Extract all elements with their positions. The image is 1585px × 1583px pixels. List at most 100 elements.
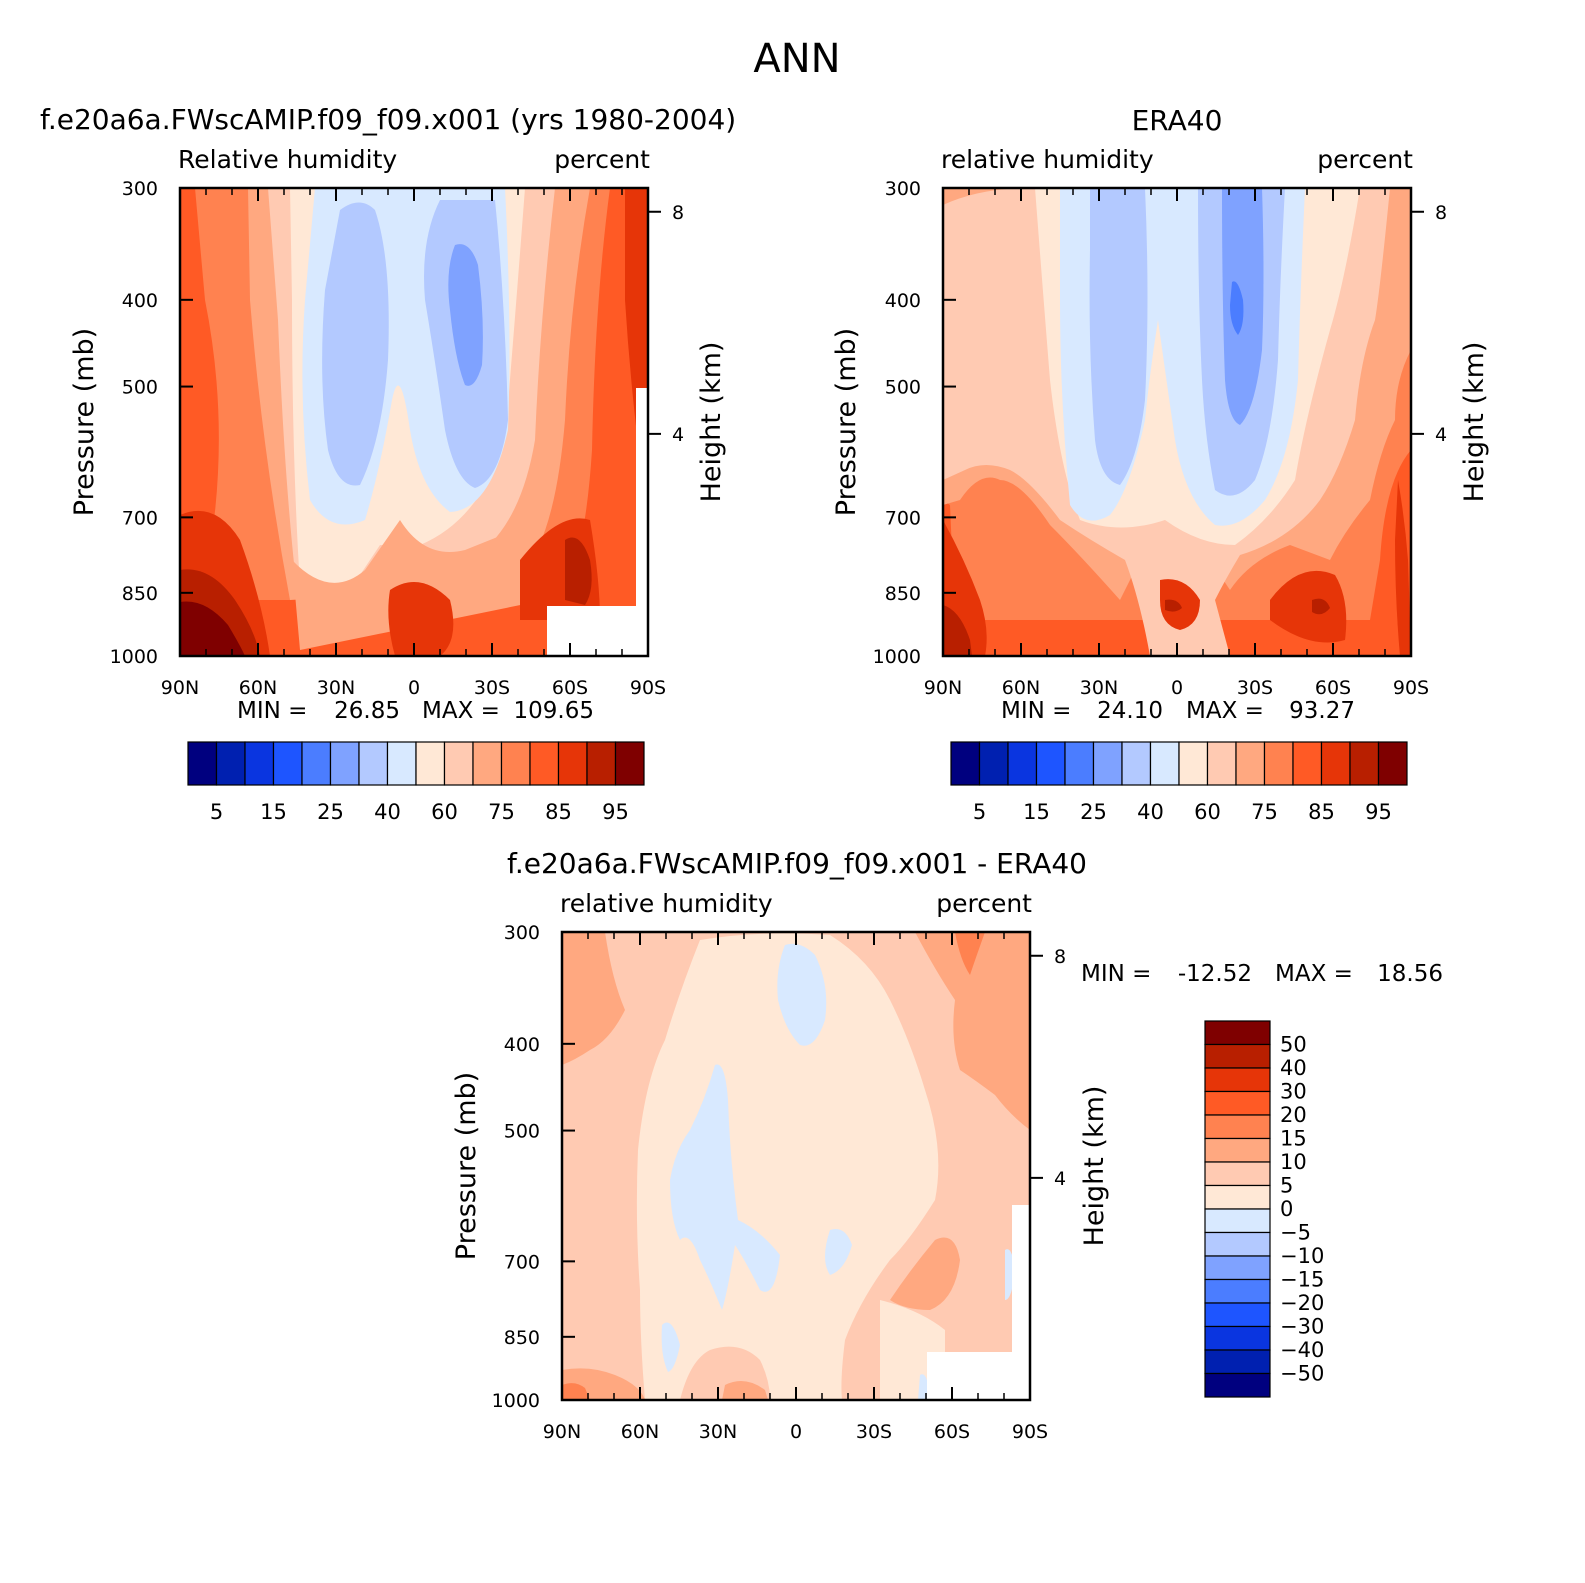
colorbar-swatch <box>1204 1278 1271 1304</box>
colorbar-swatch <box>1092 741 1123 786</box>
panel-difference-yticks: 300 400 500 700 850 1000 <box>492 922 575 1412</box>
colorbar-swatch <box>386 741 417 786</box>
colorbar-swatch <box>1204 1231 1271 1257</box>
colorbar-label: 15 <box>260 800 287 824</box>
contour-band-neg5-0a <box>777 943 827 1046</box>
colorbar-swatch <box>443 741 474 786</box>
colorbar-label: −20 <box>1280 1291 1324 1315</box>
panel-difference-min-label: MIN = <box>1081 961 1151 987</box>
contour-band-neg5-0b <box>670 1064 780 1310</box>
colorbar-swatch <box>1204 1255 1271 1281</box>
colorbar-swatch <box>1292 741 1323 786</box>
contour-band-10-15c <box>890 1237 960 1310</box>
x-tick-label: 90S <box>1393 677 1429 699</box>
panel-model-ylabel: Pressure (mb) <box>69 328 100 516</box>
x-tick-label: 60N <box>621 1421 659 1443</box>
missing-data-box-c1 <box>927 1352 1030 1400</box>
colorbar-swatch <box>557 741 588 786</box>
panel-model-max-label: MAX = <box>422 698 500 724</box>
colorbar-label: 50 <box>1280 1033 1307 1057</box>
contour-band-right-edge <box>1395 480 1411 656</box>
height-tick-label: 4 <box>672 424 684 446</box>
colorbar-label: −15 <box>1280 1268 1324 1292</box>
panel-difference-xticks: 90N 60N 30N 0 30S 60S 90S <box>543 932 1048 1443</box>
colorbar-swatch <box>1204 1325 1271 1351</box>
x-tick-label: 30N <box>1080 677 1118 699</box>
colorbar-swatch <box>1204 1137 1271 1163</box>
contour-band-40a <box>1089 188 1148 485</box>
panel-difference-max-label: MAX = <box>1275 961 1353 987</box>
y-tick-label: 300 <box>504 922 540 944</box>
panel-era40-yticks: 300 400 500 700 850 1000 <box>873 178 956 668</box>
y-tick-label: 700 <box>885 507 921 529</box>
y-tick-label: 1000 <box>492 1390 540 1412</box>
panel-era40: ERA40 relative humidity percent 90N 60N 30… <box>831 104 1490 824</box>
colorbar-label: 60 <box>431 800 458 824</box>
panel-model-title: f.e20a6a.FWscAMIP.f09_f09.x001 (yrs 1980… <box>40 103 736 136</box>
panel-model-ylabel-right: Height (km) <box>696 342 727 503</box>
contour-band-90b <box>388 582 454 656</box>
panel-difference-plot <box>562 932 1030 1400</box>
colorbar-swatch <box>215 741 246 786</box>
x-tick-label: 0 <box>408 677 420 699</box>
colorbar-swatch <box>358 741 389 786</box>
colorbar-swatch <box>1204 1349 1271 1375</box>
colorbar-label: −10 <box>1280 1244 1324 1268</box>
colorbar-label: 10 <box>1280 1150 1307 1174</box>
colorbar-swatch <box>1035 741 1066 786</box>
panel-era40-ylabel-right: Height (km) <box>1459 342 1490 503</box>
colorbar-label: −40 <box>1280 1338 1324 1362</box>
x-tick-label: 0 <box>1171 677 1183 699</box>
colorbar-label: 40 <box>374 800 401 824</box>
colorbar-swatch <box>1121 741 1152 786</box>
colorbar-swatch <box>1064 741 1095 786</box>
colorbar-label: −30 <box>1280 1315 1324 1339</box>
y-tick-label: 400 <box>504 1034 540 1056</box>
x-tick-label: 60S <box>934 1421 970 1443</box>
y-tick-label: 500 <box>504 1121 540 1143</box>
colorbar-label: 5 <box>210 800 223 824</box>
missing-data-box-a2 <box>636 388 648 606</box>
panel-era40-plot <box>943 188 1411 656</box>
colorbar-swatch <box>614 741 645 786</box>
figure-title: ANN <box>753 36 840 82</box>
panel-difference-subtitle-left: relative humidity <box>560 889 773 918</box>
panel-model: f.e20a6a.FWscAMIP.f09_f09.x001 (yrs 1980… <box>40 103 736 824</box>
panel-model-xticks: 90N 60N 30N 0 30S 60S 90S <box>161 188 666 699</box>
x-tick-label: 0 <box>790 1421 802 1443</box>
colorbar-swatch <box>1377 741 1408 786</box>
colorbar-swatch <box>1178 741 1209 786</box>
panel-model-yticks: 300 400 500 700 850 1000 <box>110 178 193 668</box>
panel-era40-colorbar <box>950 741 1408 786</box>
colorbar-swatch <box>586 741 617 786</box>
colorbar-label: 60 <box>1194 800 1221 824</box>
contour-band-95 <box>943 605 972 656</box>
colorbar-swatch <box>1320 741 1351 786</box>
y-tick-label: 700 <box>122 507 158 529</box>
panel-difference-hticks: 84 <box>1030 946 1066 1190</box>
missing-data-box-c2 <box>1012 1205 1030 1352</box>
panel-model-max-value: 109.65 <box>514 698 594 724</box>
panel-difference-title: f.e20a6a.FWscAMIP.f09_f09.x001 - ERA40 <box>507 847 1087 880</box>
panel-era40-max-value: 93.27 <box>1289 698 1355 724</box>
colorbar-label: −50 <box>1280 1362 1324 1386</box>
panel-era40-colorbar-labels: 5 15 25 40 60 75 85 95 <box>973 800 1392 824</box>
colorbar-swatch <box>500 741 531 786</box>
colorbar-swatch <box>1349 741 1380 786</box>
contour-band-10-15a <box>562 932 625 1065</box>
panel-difference-max-value: 18.56 <box>1377 961 1443 987</box>
y-tick-label: 1000 <box>873 646 921 668</box>
panel-difference: f.e20a6a.FWscAMIP.f09_f09.x001 - ERA40 r… <box>451 847 1443 1443</box>
panel-model-min-label: MIN = <box>237 698 307 724</box>
colorbar-swatch <box>1204 1043 1271 1069</box>
colorbar-swatch <box>1204 1161 1271 1187</box>
panel-model-subtitle-right: percent <box>554 145 650 174</box>
colorbar-label: 85 <box>545 800 572 824</box>
y-tick-label: 850 <box>122 583 158 605</box>
colorbar-swatch <box>529 741 560 786</box>
colorbar-label: 15 <box>1280 1127 1307 1151</box>
x-tick-label: 60S <box>1315 677 1351 699</box>
x-tick-label: 90N <box>543 1421 581 1443</box>
colorbar-label: 15 <box>1023 800 1050 824</box>
